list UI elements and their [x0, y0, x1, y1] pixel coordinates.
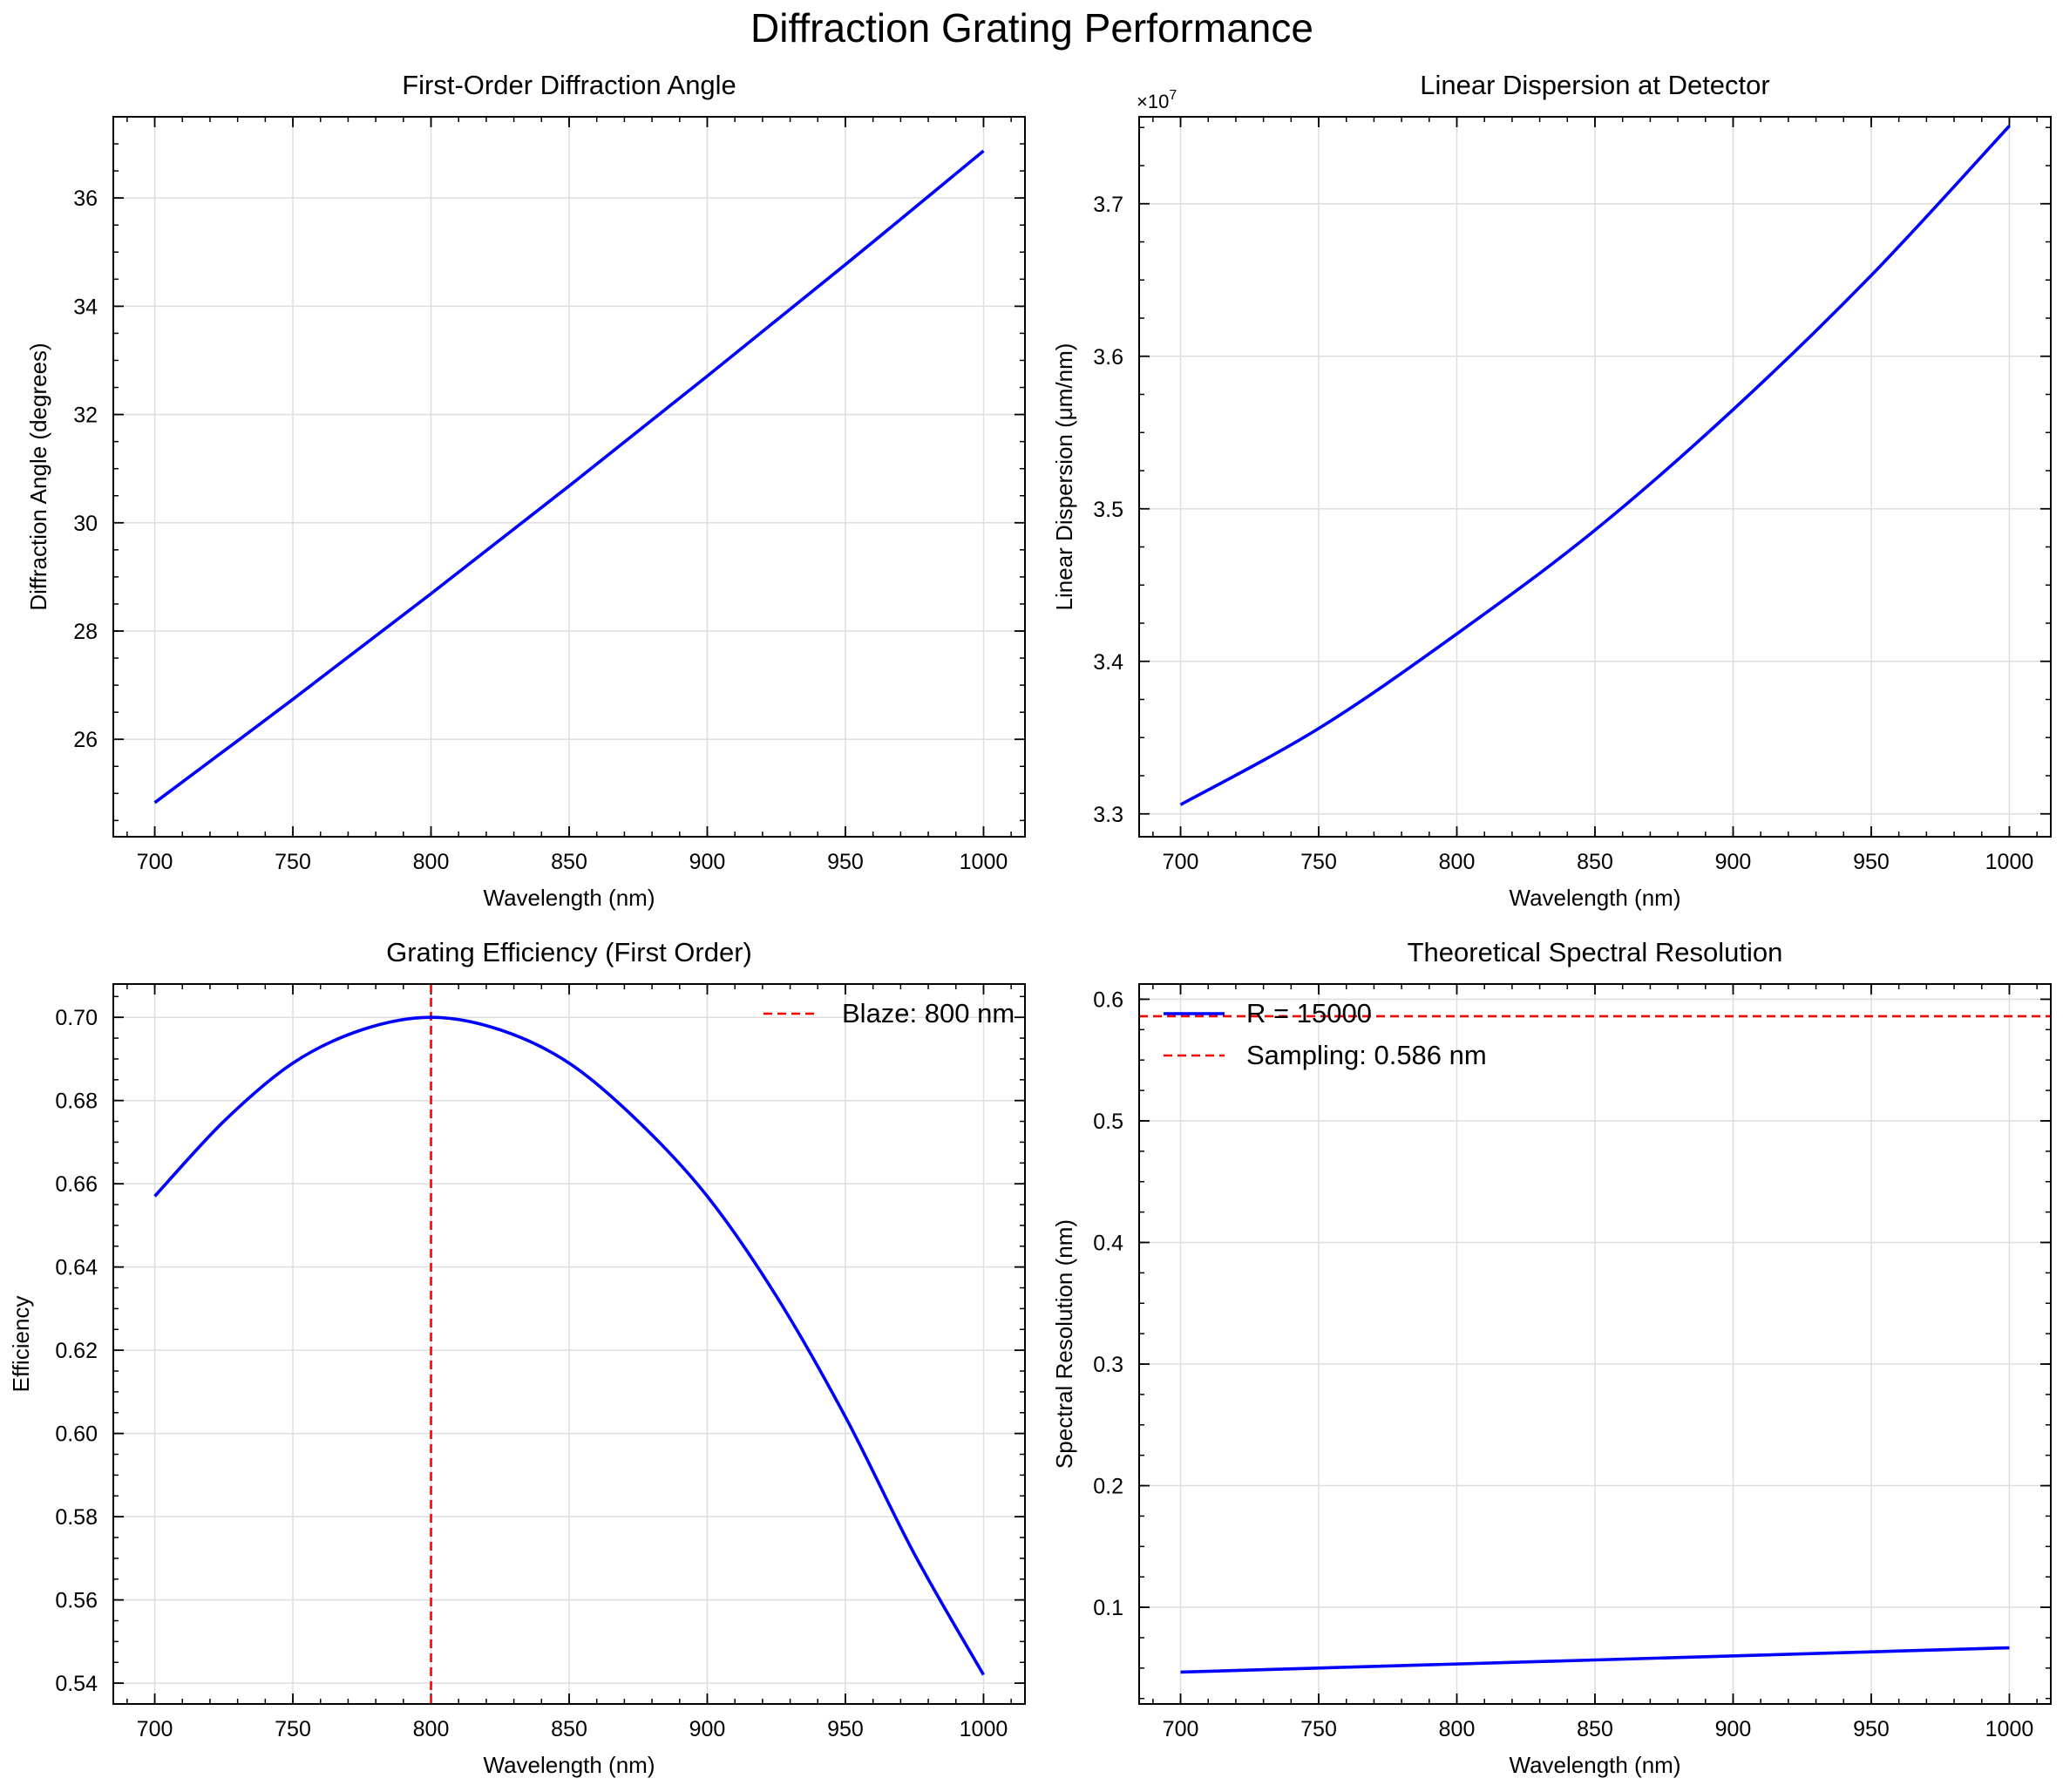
x-tick-label: 1000 [960, 1717, 1008, 1741]
x-tick-label: 800 [413, 850, 450, 874]
x-tick-label: 1000 [960, 850, 1008, 874]
y-tick-label: 0.6 [1093, 988, 1123, 1012]
y-axis-label: Spectral Resolution (nm) [1051, 1219, 1077, 1469]
y-tick-label: 0.2 [1093, 1475, 1123, 1499]
x-tick-label: 850 [551, 850, 587, 874]
x-tick-label: 700 [137, 1717, 173, 1741]
chart-spectral-resolution: 700 750 800 850 900 950 1000 0.1 0.2 0.3 0.4 0.5 0.6… [1051, 937, 2052, 1778]
y-tick-label: 0.3 [1093, 1353, 1123, 1377]
y-tick-label: 3.6 [1093, 345, 1123, 370]
y-tick-label: 3.3 [1093, 803, 1123, 827]
y-tick-label: 0.56 [55, 1589, 98, 1613]
chart-linear-dispersion: 700 750 800 850 900 950 1000 3.3 3.4 3.5 3.6 3.7 Lin… [1051, 70, 2052, 911]
x-tick-label: 700 [137, 850, 173, 874]
y-axis-label: Efficiency [8, 1296, 34, 1393]
x-tick-label: 700 [1163, 850, 1199, 874]
y-tick-label: 34 [73, 295, 98, 319]
chart-grating-efficiency: 700 750 800 850 900 950 1000 0.54 0.56 0.58 0.60 0.… [8, 937, 1026, 1778]
figure-title: Diffraction Grating Performance [750, 5, 1313, 51]
y-axis-label: Diffraction Angle (degrees) [25, 343, 51, 610]
series-line [1180, 1646, 2010, 1674]
x-tick-label: 950 [1853, 1717, 1890, 1741]
y-tick-label: 0.62 [55, 1339, 98, 1363]
panel-title: Theoretical Spectral Resolution [1408, 937, 1783, 967]
x-tick-label: 800 [1439, 850, 1476, 874]
x-tick-label: 750 [275, 1717, 311, 1741]
x-tick-label: 700 [1163, 1717, 1199, 1741]
panel-title: First-Order Diffraction Angle [402, 70, 736, 100]
series-line [153, 1015, 986, 1676]
x-tick-label: 800 [413, 1717, 450, 1741]
x-tick-label: 1000 [1985, 1717, 2034, 1741]
x-tick-label: 900 [689, 1717, 726, 1741]
panel-title: Grating Efficiency (First Order) [386, 937, 752, 967]
y-tick-label: 32 [73, 404, 98, 428]
series-line [1179, 125, 2011, 806]
y-tick-label: 0.70 [55, 1006, 98, 1030]
y-tick-label: 0.54 [55, 1672, 98, 1696]
x-axis-label: Wavelength (nm) [1510, 1752, 1681, 1778]
y-tick-label: 36 [73, 187, 98, 211]
x-tick-label: 850 [1577, 1717, 1613, 1741]
y-tick-label: 28 [73, 620, 98, 644]
y-tick-label: 0.66 [55, 1172, 98, 1197]
y-axis-label: Linear Dispersion (μm/nm) [1051, 343, 1077, 611]
x-tick-label: 850 [551, 1717, 587, 1741]
y-tick-label: 0.58 [55, 1505, 98, 1530]
y-tick-label: 3.4 [1093, 650, 1123, 675]
y-offset-label: ×107 [1137, 88, 1177, 112]
plot-frame [112, 983, 1026, 1705]
panel-title: Linear Dispersion at Detector [1420, 70, 1769, 100]
y-tick-label: 0.64 [55, 1256, 98, 1280]
legend-label-blaze: Blaze: 800 nm [842, 998, 1015, 1028]
y-tick-label: 30 [73, 512, 98, 536]
y-tick-label: 0.60 [55, 1422, 98, 1447]
x-axis-label: Wavelength (nm) [484, 1752, 655, 1778]
series-line [153, 149, 985, 804]
legend-label-r: R = 15000 [1246, 998, 1372, 1028]
y-tick-label: 0.5 [1093, 1110, 1123, 1134]
x-tick-label: 750 [275, 850, 311, 874]
x-tick-label: 950 [827, 1717, 864, 1741]
x-tick-label: 950 [1853, 850, 1890, 874]
x-tick-label: 1000 [1985, 850, 2034, 874]
plot-frame [112, 116, 1026, 838]
x-axis-label: Wavelength (nm) [484, 885, 655, 911]
x-tick-label: 900 [1715, 1717, 1752, 1741]
x-tick-label: 950 [827, 850, 864, 874]
x-tick-label: 850 [1577, 850, 1613, 874]
plot-frame [1138, 983, 2052, 1705]
plot-frame [1138, 116, 2052, 838]
legend-label-sampling: Sampling: 0.586 nm [1246, 1040, 1487, 1070]
y-tick-label: 26 [73, 728, 98, 752]
y-tick-label: 0.4 [1093, 1231, 1123, 1255]
y-tick-label: 0.1 [1093, 1596, 1123, 1620]
x-tick-label: 750 [1300, 850, 1337, 874]
x-axis-label: Wavelength (nm) [1510, 885, 1681, 911]
y-tick-label: 0.68 [55, 1089, 98, 1114]
y-tick-label: 3.5 [1093, 498, 1123, 522]
chart-diffraction-angle: 700 750 800 850 900 950 1000 26 28 30 32 34 36 First-… [25, 70, 1026, 911]
y-tick-label: 3.7 [1093, 193, 1123, 217]
x-tick-label: 900 [689, 850, 726, 874]
x-tick-label: 900 [1715, 850, 1752, 874]
x-tick-label: 800 [1439, 1717, 1476, 1741]
x-tick-label: 750 [1300, 1717, 1337, 1741]
